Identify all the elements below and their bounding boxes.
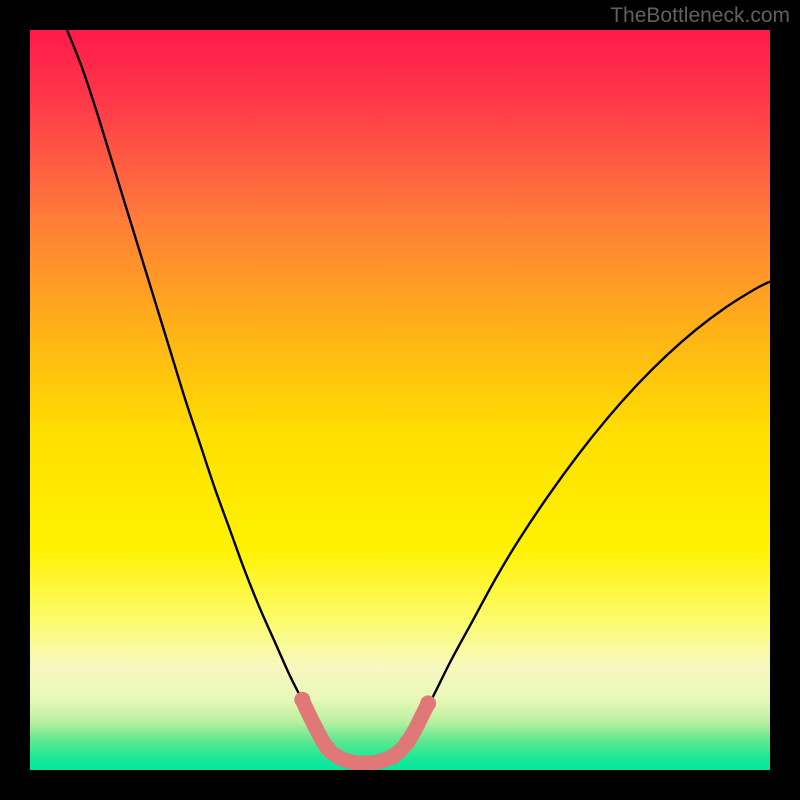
plot-area (30, 30, 770, 770)
plot-svg (30, 30, 770, 770)
chart-container: TheBottleneck.com (0, 0, 800, 800)
highlight-dot (399, 734, 415, 750)
highlight-dot (294, 692, 310, 708)
highlight-dot (385, 749, 401, 765)
watermark-text: TheBottleneck.com (610, 4, 790, 28)
highlight-dot (420, 695, 436, 711)
gradient-background (30, 30, 770, 770)
highlight-dot (319, 740, 335, 756)
